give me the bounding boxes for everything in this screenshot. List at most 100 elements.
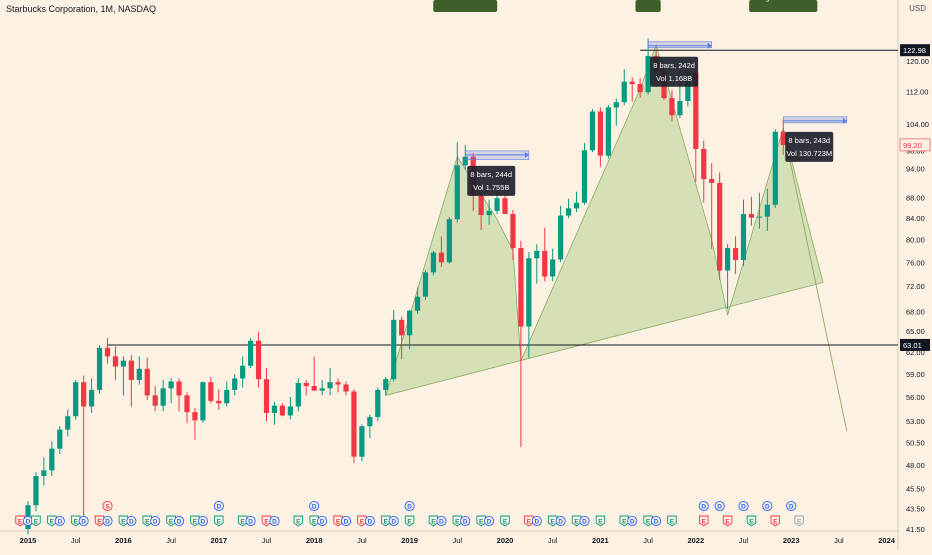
candle-body [597, 111, 603, 156]
candle-body [756, 216, 762, 218]
event-marker-up: E [142, 515, 152, 527]
candle-body [701, 148, 707, 180]
candle-body [152, 395, 158, 406]
y-tick-label: 45.50 [906, 484, 925, 493]
candle-body [717, 182, 723, 271]
event-icon [770, 515, 781, 527]
candle-body [104, 347, 111, 357]
candle-body [311, 386, 317, 391]
candle [709, 163, 715, 249]
candle [216, 389, 222, 410]
candle-body [224, 389, 230, 404]
measure-arrow-head [707, 42, 712, 49]
candle-body [740, 214, 747, 261]
candle-body [677, 100, 683, 116]
measure-bars-text: 8 bars, 242d [653, 61, 695, 70]
candle [438, 236, 444, 267]
candle-body [343, 384, 349, 392]
event-icon [309, 500, 320, 512]
event-marker-split: S [102, 500, 113, 512]
event-icon [714, 500, 725, 512]
candle [224, 381, 230, 407]
candle [240, 356, 246, 388]
candle-body [120, 360, 126, 367]
candle-body [748, 214, 755, 218]
event-marker-dividend: D [197, 515, 208, 527]
event-icon [190, 515, 200, 527]
event-label: E [479, 519, 484, 526]
candle-body [65, 416, 71, 430]
event-icon [436, 515, 447, 527]
event-label: D [344, 519, 349, 526]
pattern-label-box [749, 0, 818, 12]
candle-body [57, 429, 63, 449]
event-icon [555, 515, 566, 527]
x-tick-label: 2018 [306, 536, 323, 545]
event-marker-dividend: D [340, 515, 352, 527]
candle [422, 270, 429, 300]
measure-range [647, 41, 712, 49]
measure-volume-text: Vol 130.723M [786, 149, 832, 158]
candle-body [502, 198, 508, 215]
event-icon [698, 500, 709, 512]
y-tick-label: 53.00 [906, 417, 925, 426]
event-icon [78, 515, 89, 527]
event-icon [531, 515, 542, 527]
candle [33, 472, 39, 512]
candle-body [192, 412, 198, 421]
event-marker-up: E [404, 515, 415, 527]
event-icon [404, 500, 415, 512]
candle-body [327, 382, 333, 389]
chart-title: Starbucks Corporation, 1M, NASDAQ [6, 4, 157, 14]
event-label: D [765, 504, 770, 511]
event-label: E [527, 519, 532, 526]
x-tick-label: Jul [643, 536, 653, 545]
x-tick-label: 2021 [592, 536, 609, 545]
y-tick-label: 59.00 [906, 370, 925, 379]
event-label: E [74, 519, 79, 526]
event-marker-dividend: D [269, 515, 280, 527]
y-tick-label: 65.00 [906, 327, 925, 336]
event-icon [166, 515, 176, 527]
event-icon [524, 515, 534, 527]
candle [335, 378, 341, 393]
event-icon [762, 500, 773, 512]
event-marker-down: E [94, 515, 105, 527]
candle [629, 77, 635, 102]
candle-body [351, 391, 357, 457]
event-marker-dividend: D [714, 500, 725, 512]
candle [351, 389, 357, 464]
candle-body [271, 405, 278, 413]
measure-info-box [785, 131, 834, 162]
event-label: E [50, 519, 55, 526]
y-tick-label: 43.50 [906, 504, 925, 513]
last-price-text: 99.20 [903, 141, 922, 150]
event-icon [484, 515, 495, 527]
candle-body [589, 111, 596, 151]
candle-body [399, 319, 405, 336]
x-tick-label: Jul [834, 536, 844, 545]
y-tick-label: 94.00 [906, 165, 925, 174]
event-label: D [26, 519, 31, 526]
event-label: E [384, 519, 389, 526]
measure-info-box [467, 165, 516, 196]
candle [756, 192, 762, 229]
candle-body [391, 319, 397, 380]
event-icon [54, 515, 65, 527]
candle-body [248, 340, 254, 366]
event-icon [214, 515, 224, 527]
candle-body [478, 195, 484, 216]
event-marker-dividend: D [150, 515, 161, 527]
event-icon [269, 515, 280, 527]
x-tick-label: Jul [166, 536, 176, 545]
candle-body [518, 248, 524, 327]
candle-body [89, 389, 95, 407]
event-icon [364, 515, 375, 527]
candle-body [240, 365, 246, 379]
candle [605, 104, 611, 159]
event-label: E [455, 519, 460, 526]
event-icon [213, 500, 224, 512]
candle [407, 310, 413, 350]
event-label: E [749, 519, 754, 526]
